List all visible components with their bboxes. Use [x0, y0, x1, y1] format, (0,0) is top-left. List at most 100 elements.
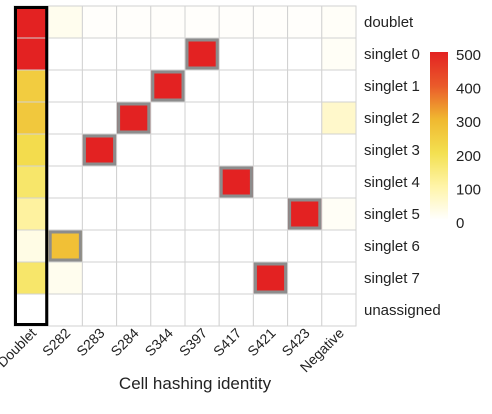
heatmap-cells — [13, 5, 357, 327]
heatmap-cell-unassigned-s283 — [81, 293, 118, 327]
heatmap-cell-singlet-3-s344 — [150, 133, 186, 167]
column-label: S284 — [107, 325, 142, 360]
colorbar-tick-label: 0 — [456, 215, 464, 232]
heatmap-cell-singlet-1-s421 — [252, 69, 289, 103]
row-label: singlet 6 — [364, 238, 420, 255]
heatmap-cell-singlet-4-s421 — [252, 165, 289, 199]
heatmap-cell-singlet-1-s397 — [184, 69, 220, 103]
heatmap-cell-singlet-5-s421 — [252, 197, 289, 231]
heatmap-cell-singlet-7-s417 — [218, 261, 254, 295]
heatmap-cell-singlet-7-s284 — [116, 261, 152, 295]
heatmap-cell-singlet-0-s423 — [287, 37, 323, 71]
colorbar-tick-label: 500 — [456, 47, 481, 64]
heatmap-cell-unassigned-doublet — [13, 293, 49, 327]
heatmap-cell-singlet-7-s397 — [184, 261, 220, 295]
heatmap-cell-singlet-0-doublet — [13, 37, 49, 71]
heatmap-cell-unassigned-s423 — [287, 293, 323, 327]
heatmap-cell-singlet-2-s397 — [184, 101, 220, 135]
heatmap-cell-singlet-3-s284 — [116, 133, 152, 167]
heatmap-cell-singlet-3-s397 — [184, 133, 220, 167]
heatmap-cell-unassigned-s417 — [218, 293, 254, 327]
heatmap-cell-singlet-2-s417 — [218, 101, 254, 135]
heatmap-cell-singlet-2-s344 — [150, 101, 186, 135]
highlighted-cell — [219, 166, 253, 198]
colorbar-ticks: 0 100 200 300 400 500 — [456, 47, 481, 232]
column-label: S344 — [142, 325, 177, 360]
heatmap-cell-singlet-1-s283 — [81, 69, 118, 103]
heatmap-cell-unassigned-s344 — [150, 293, 186, 327]
heatmap-cell-doublet-s283 — [81, 5, 118, 39]
row-label: singlet 1 — [364, 78, 420, 95]
heatmap-cell-singlet-4-s423 — [287, 165, 323, 199]
heatmap-cell-singlet-6-s397 — [184, 229, 220, 263]
column-label: S421 — [244, 325, 279, 360]
heatmap-cell-singlet-0-s421 — [252, 37, 289, 71]
heatmap-cell-singlet-3-s421 — [252, 133, 289, 167]
heatmap-cell-unassigned-s284 — [116, 293, 152, 327]
heatmap-cell-doublet-s284 — [116, 5, 152, 39]
heatmap-cell-singlet-5-s282 — [47, 197, 83, 231]
colorbar-tick-label: 300 — [456, 114, 481, 131]
heatmap-cell-singlet-0-s283 — [81, 37, 118, 71]
heatmap-cell-singlet-7-s282 — [47, 261, 83, 295]
heatmap-cell-doublet-negative — [321, 5, 357, 39]
heatmap-cell-singlet-0-s284 — [116, 37, 152, 71]
heatmap-cell-singlet-7-s283 — [81, 261, 118, 295]
heatmap-cell-singlet-6-s423 — [287, 229, 323, 263]
heatmap-cell-doublet-s282 — [47, 5, 83, 39]
heatmap-cell-singlet-1-s284 — [116, 69, 152, 103]
heatmap-cell-singlet-6-s283 — [81, 229, 118, 263]
heatmap-cell-singlet-2-s423 — [287, 101, 323, 135]
heatmap-cell-singlet-3-doublet — [13, 133, 49, 167]
heatmap-cell-singlet-1-doublet — [13, 69, 49, 103]
heatmap-cell-unassigned-s397 — [184, 293, 220, 327]
column-label: Doublet — [0, 325, 39, 371]
heatmap-cell-singlet-0-s344 — [150, 37, 186, 71]
heatmap-cell-singlet-1-negative — [321, 69, 357, 103]
row-label: singlet 2 — [364, 110, 420, 127]
heatmap-cell-singlet-4-negative — [321, 165, 357, 199]
highlighted-cell — [48, 230, 82, 262]
highlighted-cell — [117, 102, 151, 134]
heatmap-cell-singlet-4-s283 — [81, 165, 118, 199]
heatmap-cell-singlet-4-s282 — [47, 165, 83, 199]
highlighted-cells — [48, 38, 322, 294]
heatmap-cell-singlet-2-s282 — [47, 101, 83, 135]
heatmap-cell-singlet-3-negative — [321, 133, 357, 167]
highlighted-cell — [82, 134, 117, 166]
highlighted-cell — [288, 198, 322, 230]
heatmap-cell-singlet-3-s282 — [47, 133, 83, 167]
highlighted-cell — [253, 262, 288, 294]
heatmap-cell-singlet-6-negative — [321, 229, 357, 263]
column-label: S283 — [73, 325, 108, 360]
colorbar-tick-label: 100 — [456, 181, 481, 198]
heatmap-cell-singlet-2-doublet — [13, 101, 49, 135]
heatmap-cell-singlet-6-s284 — [116, 229, 152, 263]
row-label: unassigned — [364, 302, 441, 319]
heatmap-cell-singlet-1-s282 — [47, 69, 83, 103]
heatmap-cell-singlet-3-s417 — [218, 133, 254, 167]
heatmap-cell-singlet-2-negative — [321, 101, 357, 135]
heatmap-cell-singlet-4-doublet — [13, 165, 49, 199]
heatmap-cell-singlet-1-s417 — [218, 69, 254, 103]
heatmap-cell-doublet-s417 — [218, 5, 254, 39]
colorbar-tick-label: 200 — [456, 148, 481, 165]
row-labels: doublet singlet 0 singlet 1 singlet 2 single… — [364, 14, 441, 319]
doublet-column-box — [14, 6, 49, 326]
heatmap-cell-doublet-s421 — [252, 5, 289, 39]
heatmap-cell-singlet-0-negative — [321, 37, 357, 71]
heatmap-cell-singlet-3-s423 — [287, 133, 323, 167]
highlighted-cell — [151, 70, 185, 102]
heatmap-cell-singlet-4-s397 — [184, 165, 220, 199]
heatmap-cell-singlet-0-s417 — [218, 37, 254, 71]
heatmap-cell-unassigned-s421 — [252, 293, 289, 327]
column-label: S282 — [39, 325, 74, 360]
heatmap-cell-singlet-5-s417 — [218, 197, 254, 231]
heatmap-cell-unassigned-negative — [321, 293, 357, 327]
row-label: singlet 7 — [364, 270, 420, 287]
colorbar — [430, 52, 448, 220]
row-label: singlet 5 — [364, 206, 420, 223]
heatmap-cell-singlet-6-s417 — [218, 229, 254, 263]
heatmap-cell-singlet-6-s344 — [150, 229, 186, 263]
